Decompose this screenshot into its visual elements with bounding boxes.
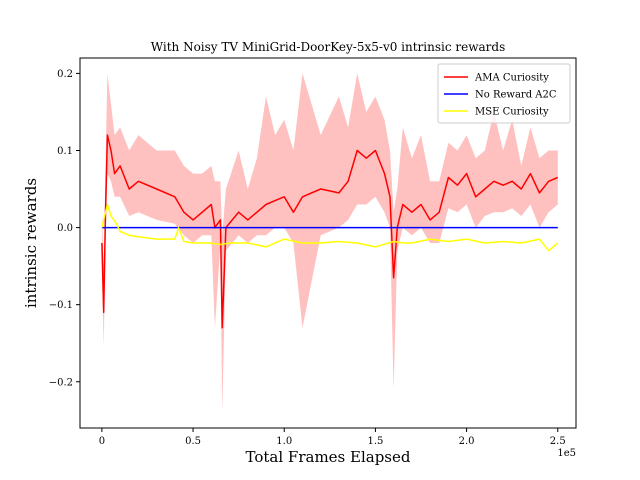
y-tick-label: 0.1 (57, 146, 73, 157)
y-axis-label: intrinsic rewards (22, 178, 40, 308)
legend-label-mse-curiosity: MSE Curiosity (475, 107, 549, 118)
plot-area (101, 73, 559, 413)
y-tick-label: 0.0 (57, 223, 73, 234)
x-tick-label: 1.0 (276, 436, 292, 447)
y-axis: −0.2 −0.1 0.0 0.1 0.2 (49, 69, 80, 388)
legend: AMA Curiosity No Reward A2C MSE Curiosity (437, 63, 571, 124)
chart-title: With Noisy TV MiniGrid-DoorKey-5x5-v0 in… (151, 40, 505, 54)
x-axis: 0 0.5 1.0 1.5 2.0 2.5 (99, 428, 566, 447)
x-tick-label: 0 (99, 436, 105, 447)
x-axis-label: Total Frames Elapsed (246, 448, 411, 466)
legend-label-no-reward-a2c: No Reward A2C (475, 90, 557, 101)
x-tick-label: 0.5 (185, 436, 201, 447)
y-tick-label: −0.2 (49, 377, 73, 388)
x-tick-label: 2.0 (459, 436, 475, 447)
x-tick-label: 2.5 (550, 436, 566, 447)
axes-frame (79, 57, 577, 429)
legend-box (437, 63, 571, 124)
y-tick-label: −0.1 (49, 300, 73, 311)
x-axis-offset-label: 1e5 (557, 448, 576, 459)
y-tick-label: 0.2 (57, 69, 73, 80)
series-line-mse-curiosity (101, 203, 559, 252)
series-band-ama-curiosity (101, 73, 558, 413)
x-tick-label: 1.5 (367, 436, 383, 447)
legend-label-ama-curiosity: AMA Curiosity (474, 73, 549, 84)
series-line-ama-curiosity (101, 134, 559, 329)
